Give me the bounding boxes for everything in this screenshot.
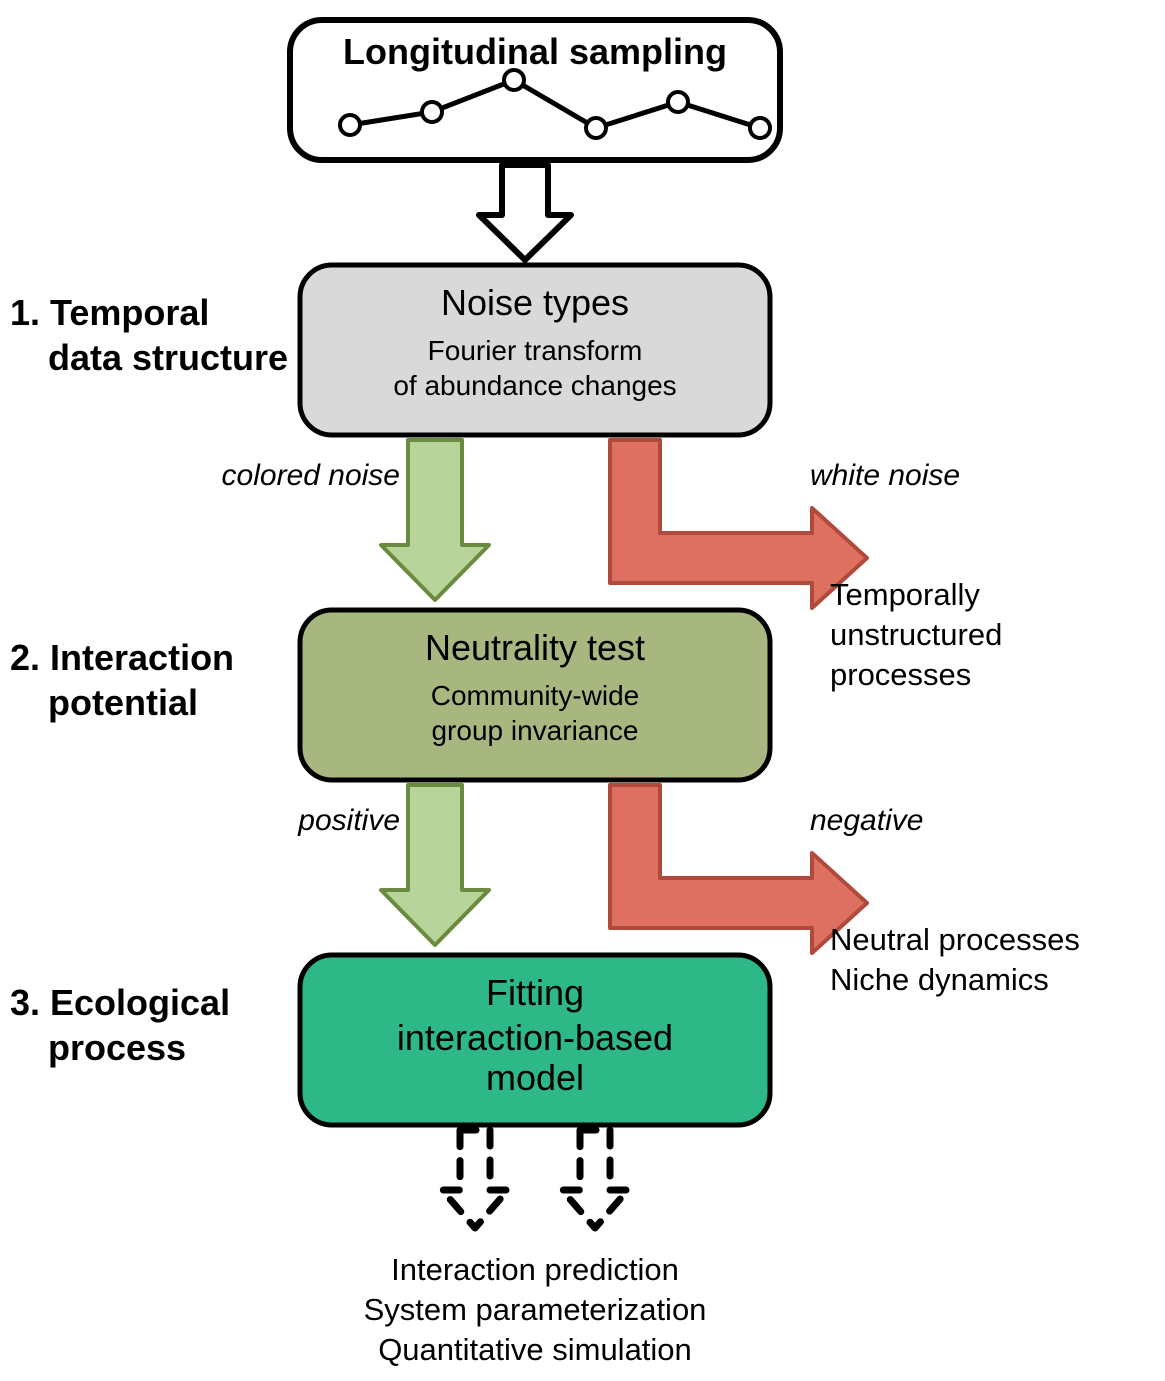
sampling-point-3 — [586, 118, 606, 138]
section-label-s2-l1: 2. Interaction — [10, 637, 234, 678]
section-label-s2-l2: potential — [48, 682, 198, 723]
box3-title: Neutrality test — [425, 627, 645, 668]
edge-label-positive: positive — [297, 804, 400, 837]
box4-sub2: model — [486, 1057, 584, 1098]
box2-sub1: Fourier transform — [428, 335, 643, 366]
box3-sub2: group invariance — [431, 715, 638, 746]
section-label-s3-l1: 3. Ecological — [10, 982, 230, 1023]
arrow-dashed-2 — [562, 1130, 628, 1228]
result1-l3: processes — [830, 657, 971, 692]
result1-l2: unstructured — [830, 617, 1002, 652]
box2-title: Noise types — [441, 282, 629, 323]
edge-label-colored_noise: colored noise — [222, 459, 400, 492]
output-l1: Interaction prediction — [391, 1252, 679, 1287]
sampling-point-1 — [422, 102, 442, 122]
section-label-s1-l2: data structure — [48, 337, 288, 378]
arrow-outline-1 — [479, 165, 571, 260]
edge-label-white_noise: white noise — [810, 459, 960, 492]
sampling-point-0 — [340, 115, 360, 135]
output-l3: Quantitative simulation — [378, 1332, 692, 1367]
box3-sub1: Community-wide — [431, 680, 640, 711]
box4-sub1: interaction-based — [397, 1017, 673, 1058]
arrow-dashed-1 — [442, 1130, 508, 1228]
sampling-point-4 — [668, 92, 688, 112]
section-label-s3-l2: process — [48, 1027, 186, 1068]
edge-label-negative: negative — [810, 804, 923, 837]
output-l2: System parameterization — [364, 1292, 707, 1327]
box1-title: Longitudinal sampling — [343, 31, 727, 72]
sampling-point-2 — [504, 70, 524, 90]
box2-sub2: of abundance changes — [393, 370, 676, 401]
result2-l1: Neutral processes — [830, 922, 1080, 957]
sampling-point-5 — [750, 118, 770, 138]
box4-title: Fitting — [486, 972, 584, 1013]
section-label-s1-l1: 1. Temporal — [10, 292, 209, 333]
result1-l1: Temporally — [830, 577, 980, 612]
result2-l2: Niche dynamics — [830, 962, 1049, 997]
